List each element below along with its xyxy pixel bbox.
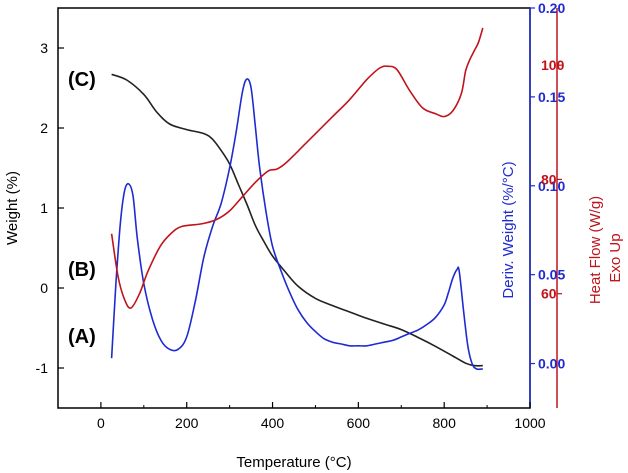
- heat-tick-label-60: 60: [541, 286, 557, 302]
- series-layer: [110, 27, 484, 371]
- left-tick-label-1: 1: [40, 200, 48, 216]
- curve-label-c: (C): [68, 69, 96, 91]
- deriv-tick-label-0.15: 0.15: [538, 89, 565, 105]
- left-tick-label--1: -1: [36, 360, 49, 376]
- left-tick-label-0: 0: [40, 280, 48, 296]
- left-axis-title: Weight (%): [4, 171, 21, 245]
- deriv-axis-title: Deriv. Weight (%/°C): [500, 161, 517, 298]
- left-tick-label-2: 2: [40, 120, 48, 136]
- curve-label-a: (A): [68, 326, 96, 348]
- heat-axis-title: Heat Flow (W/g): [587, 196, 604, 304]
- x-tick-label-0: 0: [97, 415, 105, 431]
- deriv-tick-label-0.20: 0.20: [538, 0, 565, 16]
- deriv-tick-label-0.05: 0.05: [538, 267, 565, 283]
- exo-up-label: Exo Up: [607, 233, 624, 282]
- x-tick-label-400: 400: [261, 415, 285, 431]
- x-axis-ticks: 0 200 400 600 800 1000: [97, 402, 546, 431]
- x-tick-label-800: 800: [433, 415, 457, 431]
- left-axis-ticks: -1 0 1 2 3: [36, 40, 64, 376]
- series-heat-flow: [110, 27, 484, 309]
- heat-tick-label-100: 100: [541, 57, 565, 73]
- series-deriv-weight: [110, 78, 483, 371]
- heat-tick-label-80: 80: [541, 171, 557, 187]
- curve-label-b: (B): [68, 259, 96, 281]
- deriv-tick-label-0.10: 0.10: [538, 178, 565, 194]
- x-axis-title: Temperature (°C): [236, 454, 351, 471]
- x-tick-label-1000: 1000: [514, 415, 545, 431]
- deriv-tick-label-0.00: 0.00: [538, 356, 565, 372]
- plot-frame: [57, 7, 531, 409]
- series-weight: [111, 73, 483, 367]
- heat-axis-ticks: 60 80 100: [541, 57, 565, 302]
- x-tick-label-200: 200: [175, 415, 199, 431]
- left-tick-label-3: 3: [40, 40, 48, 56]
- deriv-axis-ticks: 0.00 0.05 0.10 0.15 0.20: [530, 0, 565, 372]
- x-tick-label-600: 600: [347, 415, 371, 431]
